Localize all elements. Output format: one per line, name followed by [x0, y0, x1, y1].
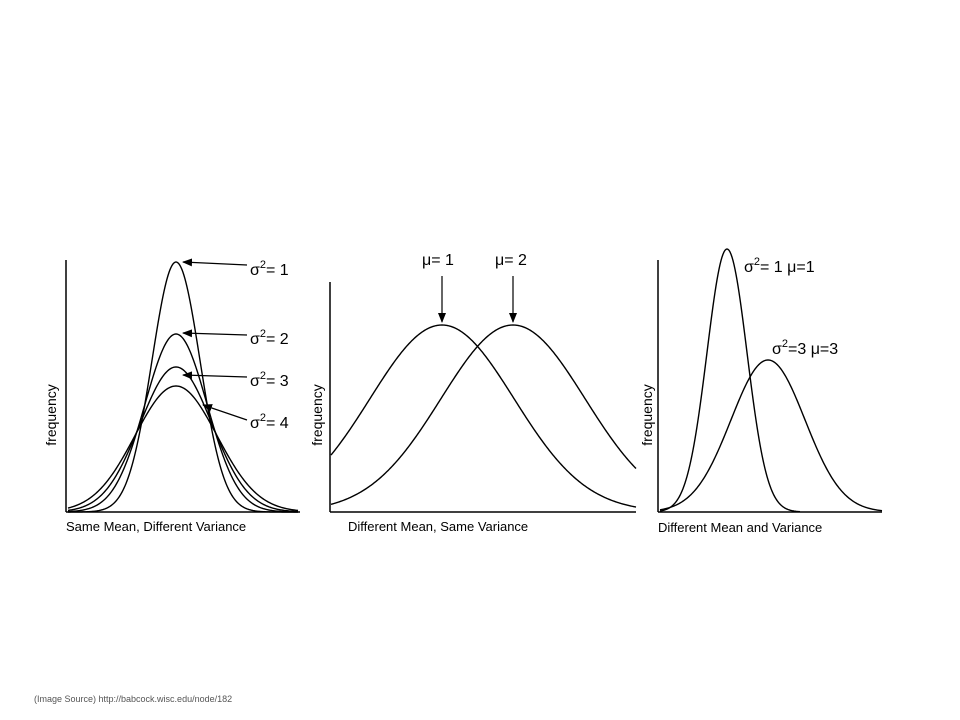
arrow-sigma1	[182, 258, 248, 267]
panel-different-mean: frequency Different Mean, Same Variance …	[309, 252, 637, 534]
panel-1-curves	[67, 261, 299, 513]
label-sigma3: σ2= 3	[250, 370, 289, 390]
curve-sigma3-mu3	[659, 359, 883, 512]
panel-2-curves	[330, 324, 637, 508]
label-mu1: μ= 1	[422, 252, 454, 269]
label-sigma1-mu1: σ2= 1 μ=1	[744, 256, 815, 276]
label-sigma3-mu3: σ2=3 μ=3	[772, 338, 838, 358]
panel-same-mean: frequency Same Mean, Different Variance …	[43, 258, 300, 534]
panel-1-ylabel: frequency	[43, 384, 59, 445]
label-mu2: μ= 2	[495, 252, 527, 269]
curve-sigma-4	[67, 385, 299, 512]
panel-3-xlabel: Different Mean and Variance	[658, 520, 822, 535]
arrow-sigma4	[202, 404, 248, 421]
curve-sigma-1	[68, 261, 298, 513]
panel-3-curves	[659, 248, 883, 513]
curve-sigma1-mu1	[659, 248, 801, 513]
curve-mu-2	[330, 324, 637, 506]
panel-3-ylabel: frequency	[639, 384, 655, 445]
panel-different-mean-and-variance: frequency Different Mean and Variance σ2…	[639, 248, 883, 535]
panel-1-xlabel: Same Mean, Different Variance	[66, 519, 246, 534]
panel-2-ylabel: frequency	[309, 384, 325, 445]
label-sigma4: σ2= 4	[250, 412, 289, 432]
arrow-sigma3	[182, 371, 248, 380]
arrow-sigma2	[182, 329, 248, 338]
curve-sigma-2	[67, 333, 299, 513]
image-source-caption: (Image Source) http://babcock.wisc.edu/n…	[34, 694, 233, 704]
label-sigma2: σ2= 2	[250, 328, 289, 348]
curve-sigma-3	[67, 366, 299, 513]
panel-2-xlabel: Different Mean, Same Variance	[348, 519, 528, 534]
curve-mu-1	[330, 324, 637, 508]
label-sigma1: σ2= 1	[250, 259, 289, 279]
